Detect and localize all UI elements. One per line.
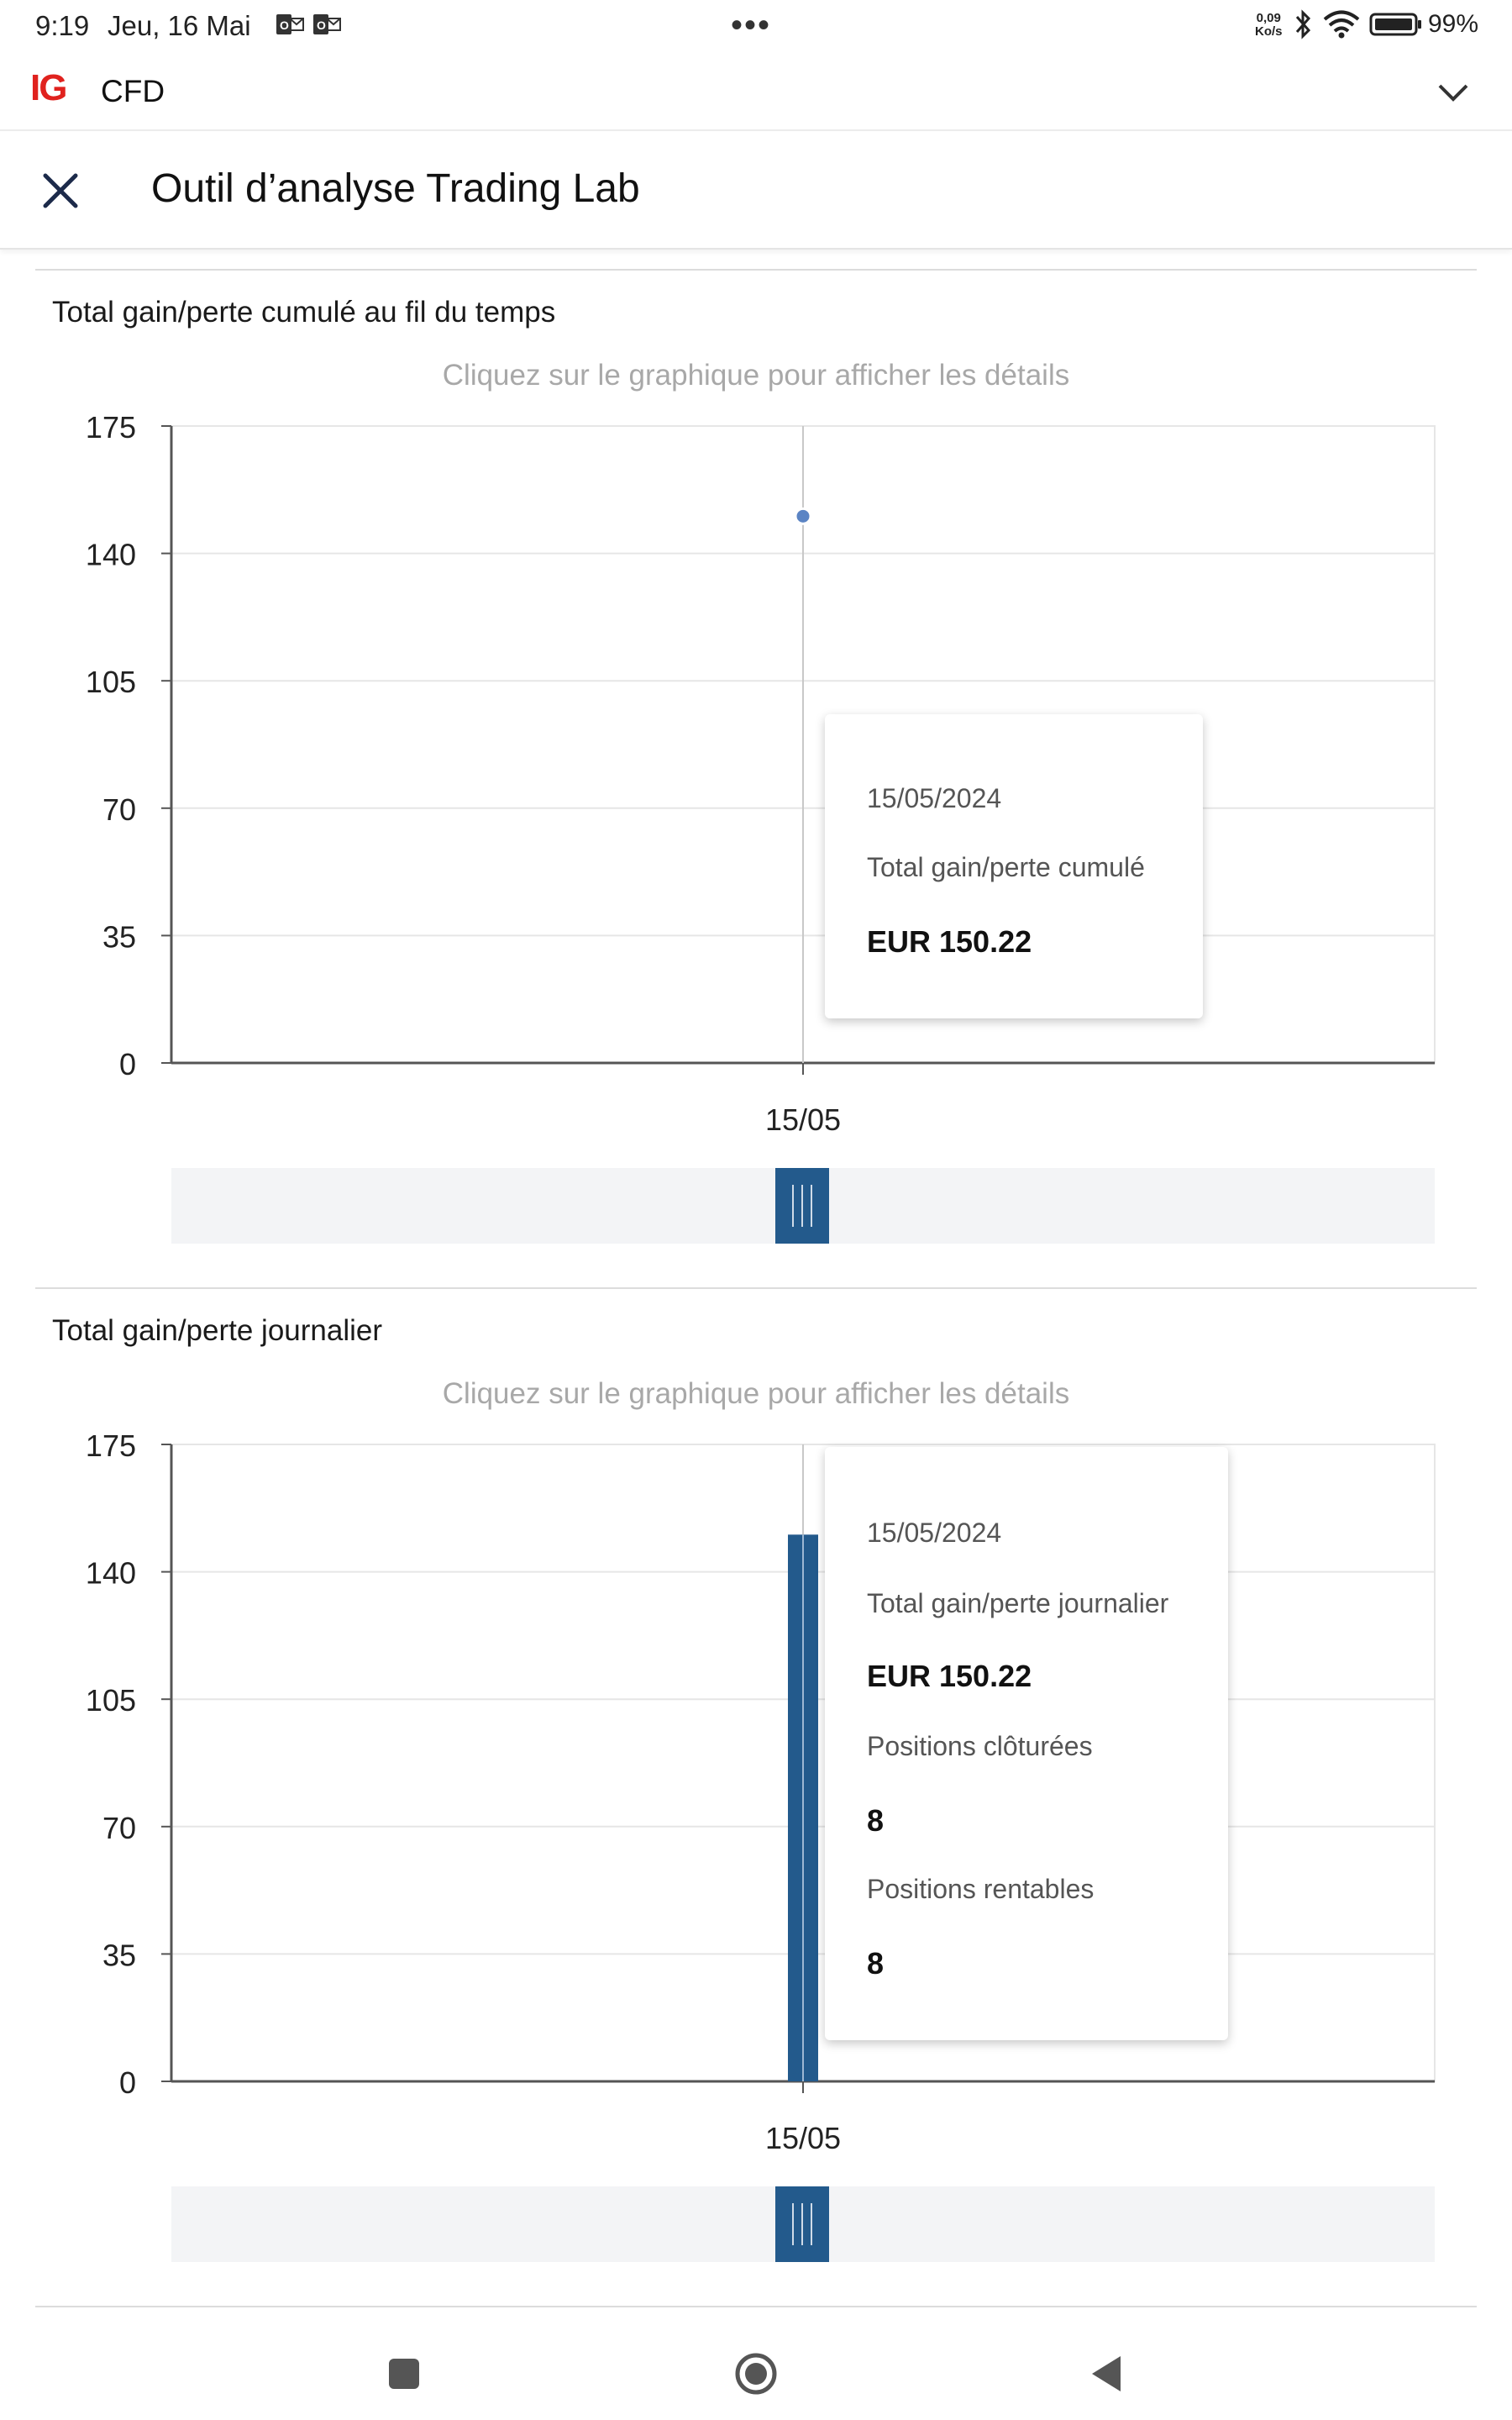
recents-icon[interactable]: [375, 2344, 433, 2403]
chart-range-scroller[interactable]: [171, 2186, 1435, 2262]
tooltip-label: Total gain/perte journalier: [867, 1588, 1169, 1618]
tooltip-closed-label: Positions clôturées: [867, 1731, 1093, 1761]
chart-title: Total gain/perte cumulé au fil du temps: [52, 296, 556, 329]
tooltip-date: 15/05/2024: [867, 783, 1002, 813]
next-card-divider: [35, 2306, 1477, 2307]
cumulative-pnl-chart-card: Total gain/perte cumulé au fil du temps …: [35, 269, 1477, 1287]
y-tick-label: 140: [86, 1556, 136, 1591]
svg-text:O: O: [280, 18, 289, 32]
tooltip-label: Total gain/perte cumulé: [867, 852, 1145, 882]
daily-pnl-chart-card: Total gain/perte journalier Cliquez sur …: [35, 1287, 1477, 2306]
page-title: Outil d’analyse Trading Lab: [151, 166, 640, 211]
data-point: [794, 507, 812, 525]
battery-level: 99%: [1428, 10, 1479, 38]
tooltip-profitable-label: Positions rentables: [867, 1874, 1095, 1904]
app-bar: IG CFD: [0, 55, 1512, 131]
scroller-handle[interactable]: [775, 1168, 829, 1244]
chart-title: Total gain/perte journalier: [52, 1314, 383, 1347]
y-tick-label: 0: [119, 1047, 136, 1081]
chart-hint: Cliquez sur le graphique pour afficher l…: [442, 359, 1070, 392]
tooltip-profitable-value: 8: [867, 1946, 885, 1981]
y-tick-label: 35: [102, 1938, 136, 1972]
y-tick-label: 70: [102, 1811, 136, 1845]
svg-text:O: O: [317, 18, 326, 32]
account-type-label[interactable]: CFD: [101, 74, 165, 108]
back-icon[interactable]: [1079, 2344, 1137, 2403]
x-tick-label: 15/05: [765, 1102, 841, 1137]
y-tick-label: 70: [102, 792, 136, 827]
title-bar: Outil d’analyse Trading Lab: [0, 132, 1512, 250]
status-bar: 9:19 Jeu, 16 Mai O O ••• 0,09 Ko/s: [0, 0, 1512, 52]
tooltip-value: EUR 150.22: [867, 1659, 1032, 1693]
chart-tooltip: 15/05/2024 Total gain/perte journalier E…: [825, 1447, 1228, 2040]
y-tick-label: 140: [86, 538, 136, 572]
network-speed: 0,09 Ko/s: [1255, 11, 1283, 39]
ig-logo: IG: [30, 67, 67, 108]
tooltip-value: EUR 150.22: [867, 924, 1032, 959]
status-date: Jeu, 16 Mai: [108, 10, 251, 41]
x-tick-label: 15/05: [765, 2121, 841, 2155]
y-tick-label: 0: [119, 2065, 136, 2100]
chart-range-scroller[interactable]: [171, 1168, 1435, 1244]
chevron-down-icon[interactable]: [1436, 81, 1470, 104]
home-icon[interactable]: [727, 2344, 785, 2403]
battery-icon: [1369, 13, 1421, 36]
bluetooth-icon: [1295, 9, 1311, 39]
more-dots-icon: •••: [731, 7, 772, 44]
close-icon[interactable]: [37, 167, 84, 214]
chart-tooltip: 15/05/2024 Total gain/perte cumulé EUR 1…: [825, 714, 1203, 1018]
daily-pnl-chart[interactable]: 0 35 70 105 140 175 15/05: [35, 1289, 1477, 2171]
y-tick-label: 175: [86, 1428, 136, 1463]
y-tick-label: 105: [86, 665, 136, 699]
y-tick-label: 35: [102, 919, 136, 954]
outlook-notification-icon: O: [313, 14, 341, 34]
outlook-notification-icon: O: [276, 14, 304, 34]
tooltip-date: 15/05/2024: [867, 1518, 1002, 1548]
cumulative-pnl-chart[interactable]: 0 35 70 105 140 175 15/05: [35, 271, 1477, 1153]
status-time: 9:19: [35, 10, 90, 41]
wifi-icon: [1323, 10, 1360, 39]
scroller-handle[interactable]: [775, 2186, 829, 2262]
y-tick-label: 105: [86, 1683, 136, 1718]
system-nav-bar: [0, 2328, 1512, 2420]
y-tick-label: 175: [86, 410, 136, 445]
chart-hint: Cliquez sur le graphique pour afficher l…: [442, 1377, 1070, 1410]
tooltip-closed-value: 8: [867, 1803, 885, 1838]
